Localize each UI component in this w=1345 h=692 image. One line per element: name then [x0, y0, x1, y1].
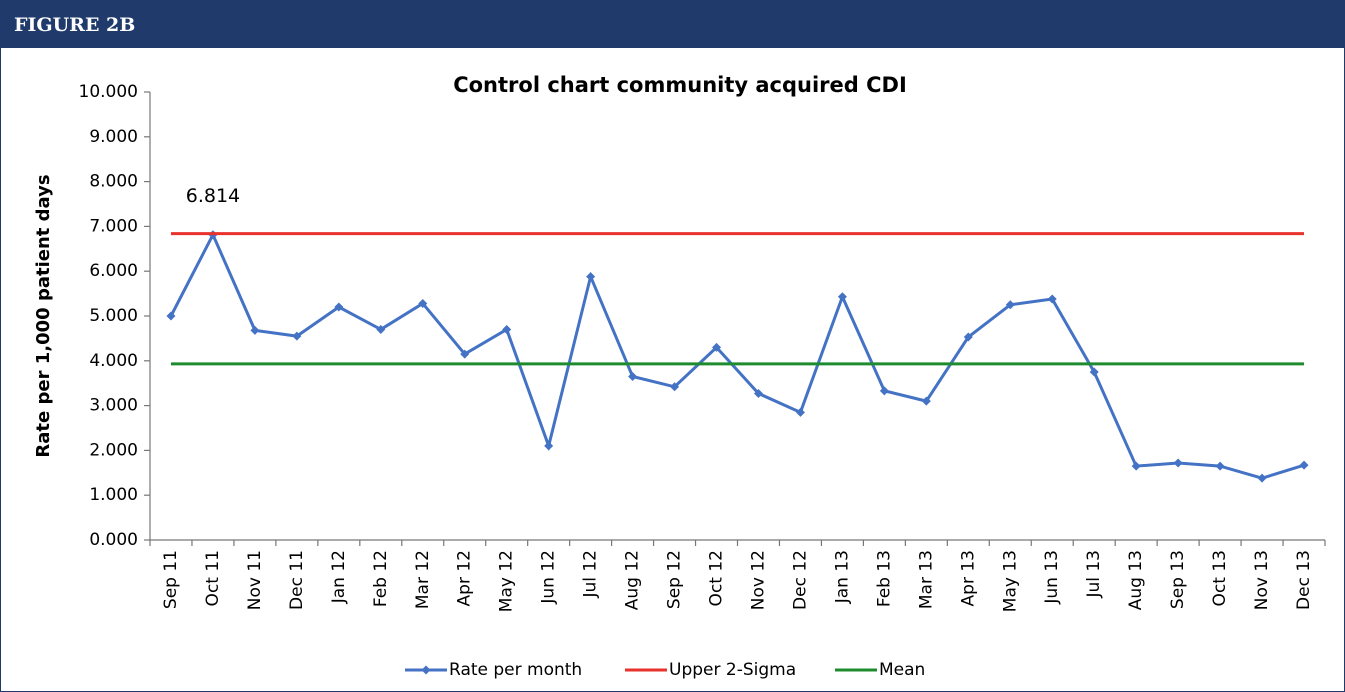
y-tick-label: 9.000	[89, 127, 138, 147]
header-title: FIGURE 2B	[14, 14, 135, 36]
y-axis-label: Rate per 1,000 patient days	[33, 174, 54, 457]
point-marker	[292, 331, 302, 341]
x-tick-label: Feb 13	[874, 550, 894, 607]
y-tick-label: 0.000	[89, 530, 138, 550]
point-marker	[753, 389, 763, 399]
x-tick-label: Dec 12	[790, 550, 810, 610]
point-marker	[963, 332, 973, 342]
y-tick-label: 10.000	[79, 82, 138, 102]
point-marker	[250, 325, 260, 335]
series-line	[169, 231, 1305, 480]
x-tick-label: Jul 13	[1084, 550, 1104, 599]
legend-label: Upper 2-Sigma	[669, 660, 796, 680]
y-tick-label: 8.000	[89, 172, 138, 192]
point-marker	[544, 441, 554, 451]
x-tick-label: Nov 12	[748, 550, 768, 610]
point-marker	[712, 342, 722, 352]
point-marker	[795, 407, 805, 417]
legend-label: Mean	[879, 660, 925, 680]
x-tick-label: Aug 12	[623, 550, 643, 610]
value-label: 6.814	[186, 185, 240, 207]
x-tick-label: Apr 13	[958, 550, 978, 606]
point-marker	[879, 386, 889, 396]
x-tick-label: Nov 13	[1252, 550, 1272, 610]
y-tick-label: 6.000	[89, 261, 138, 281]
x-tick-label: Sep 13	[1168, 550, 1188, 609]
x-tick-label: Jan 13	[832, 550, 852, 604]
y-tick-label: 4.000	[89, 351, 138, 371]
point-marker	[1047, 294, 1057, 304]
x-tick-label: Sep 12	[665, 550, 685, 609]
x-tick-label: Dec 11	[287, 550, 307, 610]
point-marker	[586, 272, 596, 282]
point-marker	[166, 311, 176, 321]
x-tick-label: Feb 12	[371, 550, 391, 607]
point-marker	[1299, 460, 1309, 470]
x-tick-label: May 12	[497, 550, 517, 612]
x-tick-label: Dec 13	[1294, 550, 1314, 610]
point-marker	[1215, 461, 1225, 471]
x-tick-label: Oct 12	[707, 550, 727, 606]
y-tick-label: 5.000	[89, 306, 138, 326]
point-marker	[1257, 473, 1267, 483]
y-tick-label: 2.000	[89, 440, 138, 460]
x-tick-label: Nov 11	[245, 550, 265, 610]
point-marker	[418, 298, 428, 308]
x-tick-label: Jun 12	[539, 550, 559, 605]
point-marker	[1089, 367, 1099, 377]
point-marker	[376, 324, 386, 334]
point-marker	[1131, 461, 1141, 471]
y-tick-label: 7.000	[89, 216, 138, 236]
x-tick-label: Aug 13	[1126, 550, 1146, 610]
x-tick-label: Jun 13	[1042, 550, 1062, 605]
y-tick-label: 1.000	[89, 485, 138, 505]
chart-title: Control chart community acquired CDI	[453, 73, 907, 97]
legend-marker	[421, 665, 431, 675]
x-tick-label: Mar 12	[413, 550, 433, 609]
point-marker	[502, 324, 512, 334]
point-marker	[1173, 458, 1183, 468]
x-tick-label: Jan 12	[329, 550, 349, 604]
header-bar	[0, 0, 1345, 48]
x-tick-label: Jul 12	[581, 550, 601, 599]
point-marker	[628, 371, 638, 381]
x-tick-label: Mar 13	[916, 550, 936, 609]
point-marker	[1005, 300, 1015, 310]
x-tick-label: Oct 11	[203, 550, 223, 606]
point-marker	[334, 302, 344, 312]
point-marker	[460, 349, 470, 359]
point-marker	[670, 382, 680, 392]
point-marker	[921, 396, 931, 406]
point-marker	[837, 292, 847, 302]
x-tick-label: Apr 12	[455, 550, 475, 606]
y-tick-label: 3.000	[89, 396, 138, 416]
legend-label: Rate per month	[449, 660, 582, 680]
x-tick-label: Oct 13	[1210, 550, 1230, 606]
x-tick-label: Sep 11	[161, 550, 181, 609]
x-tick-label: May 13	[1000, 550, 1020, 612]
